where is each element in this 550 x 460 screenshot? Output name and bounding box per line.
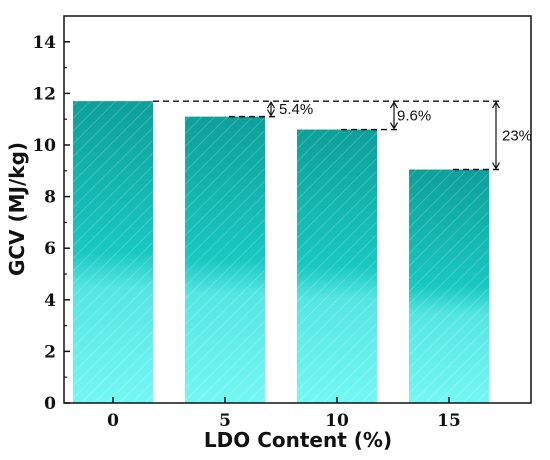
x-axis-title: LDO Content (%) [204,428,392,452]
y-tick-label: 4 [44,291,56,311]
arrow-head-up [266,100,276,109]
x-tick-label: 0 [107,411,119,431]
bar-hatch-15 [409,169,489,403]
arrow-head-down [266,109,276,117]
y-tick-label: 10 [32,136,56,156]
x-tick-label: 15 [437,411,461,431]
arrow-head-up [389,100,399,109]
plot-frame [63,15,532,404]
y-tick-label: 8 [44,188,56,208]
arrow-head-down [491,162,501,170]
x-tick-label: 10 [325,411,349,431]
bar-hatch-5 [185,116,265,404]
x-tick-label: 5 [219,411,231,431]
bar-hatch-10 [297,129,377,403]
y-tick-label: 0 [44,394,56,414]
y-tick-label: 12 [32,84,56,104]
y-tick-label: 6 [44,239,56,259]
annotations-layer: 5.4% 9.6% 23% [153,100,532,171]
y-tick-label: 2 [44,342,56,362]
difference-label: 9.6% [397,107,431,124]
y-axis: 0 2 4 6 8 10 12 14 [32,33,70,414]
y-tick-label: 14 [32,33,56,53]
x-axis: 0 5 10 15 [107,397,461,431]
y-axis-title: GCV (MJ/kg) [5,142,29,276]
difference-label: 5.4% [279,101,313,118]
bars-layer [73,101,489,404]
difference-label: 23% [502,127,532,144]
arrow-head-up [491,100,501,109]
bar-hatch-0 [73,101,153,403]
arrow-head-down [389,122,399,130]
